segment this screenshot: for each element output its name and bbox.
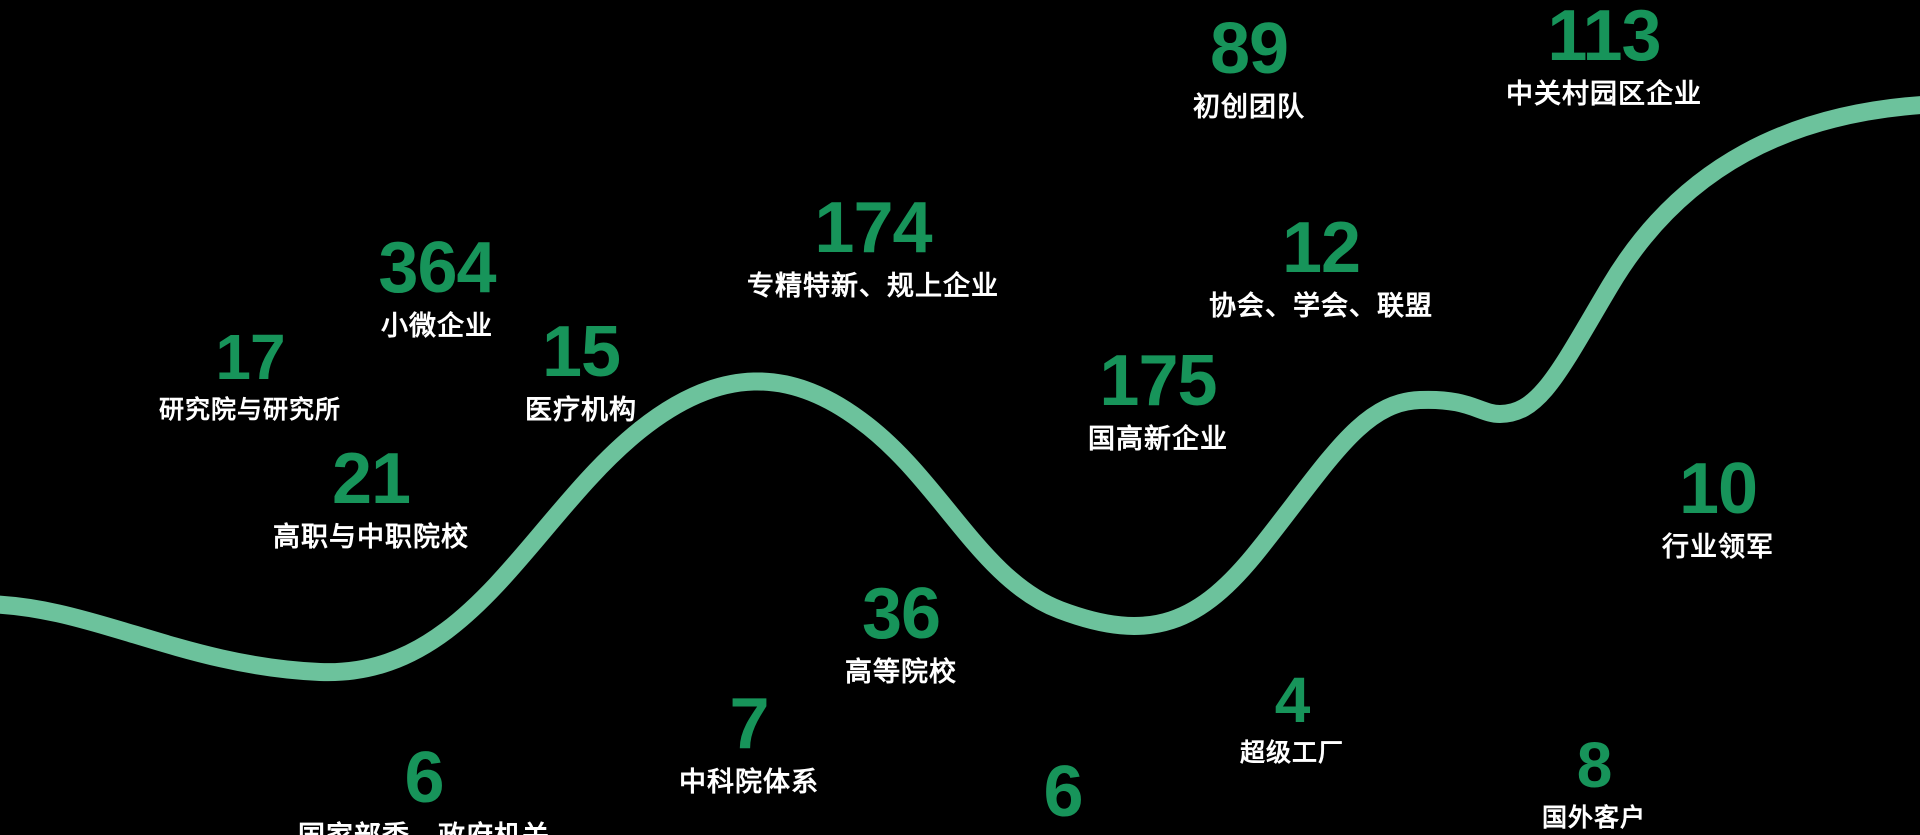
stat-label: 国外客户	[1541, 804, 1647, 833]
stat-value: 21	[331, 439, 411, 519]
stat-group: 364 小微企业	[378, 228, 496, 342]
stat-group: 89 初创团队	[1193, 9, 1305, 123]
stat-value: 174	[814, 188, 932, 268]
stat-group: 113 中关村园区企业	[1506, 0, 1702, 110]
stat-value: 15	[541, 312, 621, 392]
stat-value: 7	[729, 684, 769, 764]
stat-label: 协会、学会、联盟	[1209, 291, 1433, 322]
stat-label: 小微企业	[380, 311, 493, 342]
stat-group: 17 研究院与研究所	[158, 321, 342, 425]
stat-value: 6	[1043, 752, 1083, 832]
stat-value: 8	[1576, 729, 1613, 801]
stat-label: 高等院校	[845, 657, 957, 688]
stat-label: 超级工厂	[1239, 739, 1345, 768]
stat-value: 89	[1209, 9, 1289, 89]
stat-value: 36	[861, 574, 941, 654]
stat-group: 21 高职与中职院校	[273, 439, 469, 553]
stat-group: 6 国家部委、政府机关	[298, 738, 550, 835]
stat-group: 36 高等院校	[845, 574, 957, 688]
stat-label: 中科院体系	[679, 767, 819, 798]
stat-value: 364	[378, 228, 496, 308]
stat-group: 8 国外客户	[1541, 729, 1647, 833]
stat-label: 国高新企业	[1088, 424, 1228, 455]
stat-group: 4 超级工厂	[1239, 664, 1345, 768]
stat-group: 15 医疗机构	[525, 312, 637, 426]
stat-label: 高职与中职院校	[273, 522, 469, 553]
stat-value: 17	[215, 321, 285, 393]
stat-value: 113	[1547, 0, 1661, 76]
stat-label: 行业领军	[1662, 532, 1774, 563]
stat-value: 10	[1678, 449, 1758, 529]
stat-group: 6上市公司	[1007, 752, 1119, 835]
stat-label: 初创团队	[1193, 92, 1305, 123]
stat-group: 10 行业领军	[1662, 449, 1774, 563]
stat-label: 研究院与研究所	[158, 396, 342, 425]
stat-value: 12	[1281, 208, 1361, 288]
stat-group: 7 中科院体系	[679, 684, 819, 798]
stat-label: 中关村园区企业	[1506, 79, 1702, 110]
stat-group: 12 协会、学会、联盟	[1209, 208, 1433, 322]
stat-label: 医疗机构	[525, 395, 637, 426]
stat-value: 6	[404, 738, 444, 818]
stat-label: 专精特新、规上企业	[747, 271, 999, 302]
stat-group: 175 国高新企业	[1088, 341, 1228, 455]
stat-value: 175	[1099, 341, 1217, 421]
stat-value: 4	[1274, 664, 1311, 736]
stat-group: 174 专精特新、规上企业	[747, 188, 999, 302]
stat-label: 国家部委、政府机关	[298, 822, 550, 835]
